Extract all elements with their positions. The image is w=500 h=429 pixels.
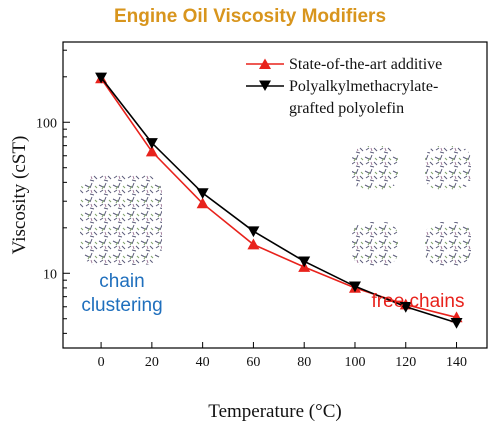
x-axis-label: Temperature (°C) xyxy=(208,401,341,422)
clustered-polymer-image xyxy=(80,175,162,265)
series-0-point-20 xyxy=(145,145,158,157)
x-tick-label-40: 40 xyxy=(196,355,210,370)
y-tick-label-10: 10 xyxy=(43,267,57,282)
legend-label-state-of-the-art: State-of-the-art additive xyxy=(289,56,442,73)
series-1-point-120 xyxy=(399,301,412,313)
annotation-free-chains: free chains xyxy=(372,291,465,312)
annotation-chain: chain xyxy=(99,271,144,292)
free-chain-image-2 xyxy=(425,146,471,190)
y-axis-label: Viscosity (cST) xyxy=(9,136,30,255)
x-tick-label-120: 120 xyxy=(395,355,416,370)
x-tick-label-20: 20 xyxy=(145,355,159,370)
series-1-point-40 xyxy=(196,188,209,200)
series-1-point-20 xyxy=(145,138,158,149)
x-tick-label-80: 80 xyxy=(297,355,311,370)
series-line-1 xyxy=(100,76,457,324)
series-layer xyxy=(95,72,463,329)
legend-label-polyalkylmethacrylate-line1: Polyalkylmethacrylate- xyxy=(289,78,438,95)
y-axis-ticks: 10 100 xyxy=(36,49,70,334)
y-tick-label-100: 100 xyxy=(36,116,57,131)
x-tick-label-100: 100 xyxy=(344,355,365,370)
legend-label-polyalkylmethacrylate-line2: grafted polyolefin xyxy=(289,100,404,117)
series-1-point-60 xyxy=(247,226,260,238)
series-0-point-60 xyxy=(247,238,260,250)
legend-marker-state-of-the-art xyxy=(259,58,271,69)
legend: State-of-the-art additive Polyalkylmetha… xyxy=(246,56,442,117)
plot-frame xyxy=(62,41,488,349)
legend-marker-polyalkylmethacrylate xyxy=(259,80,271,91)
x-tick-label-140: 140 xyxy=(446,355,467,370)
series-1-point-100 xyxy=(348,281,361,293)
series-1-point-0 xyxy=(95,72,108,84)
free-chain-image-1 xyxy=(352,146,398,190)
polymer-illustrations xyxy=(80,146,471,266)
series-0-point-40 xyxy=(196,197,209,209)
x-tick-label-0: 0 xyxy=(98,355,105,370)
annotation-clustering: clustering xyxy=(81,295,162,316)
x-tick-label-60: 60 xyxy=(246,355,260,370)
free-chain-image-4 xyxy=(425,222,471,266)
series-line-0 xyxy=(100,78,457,319)
chart-title: Engine Oil Viscosity Modifiers xyxy=(114,6,386,27)
free-chain-image-3 xyxy=(352,222,398,266)
series-1-point-140 xyxy=(450,317,463,329)
series-1-point-80 xyxy=(298,256,311,268)
x-axis-ticks: 0 20 40 60 80 100 120 140 xyxy=(98,342,467,370)
